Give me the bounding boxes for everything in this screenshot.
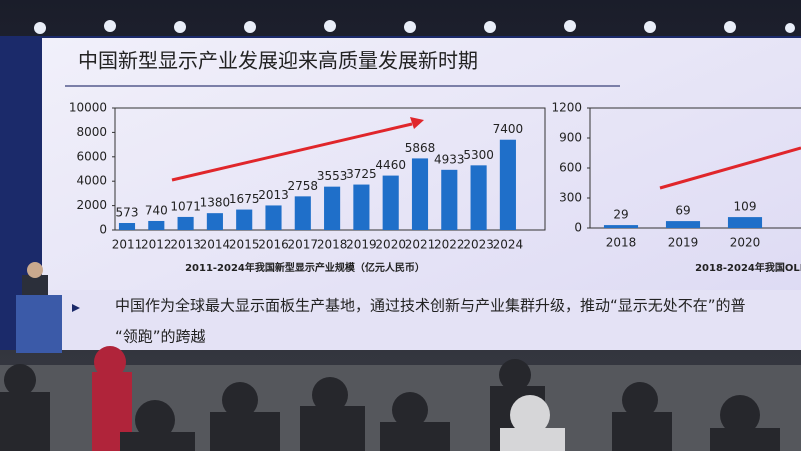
- x-tick-label: 2024: [493, 238, 524, 252]
- x-tick-label: 2017: [288, 238, 319, 252]
- value-label: 109: [734, 200, 757, 214]
- x-tick-label: 2020: [730, 236, 761, 250]
- x-tick-label: 2013: [170, 238, 201, 252]
- stage-lights: [34, 20, 795, 34]
- bar: [499, 139, 516, 230]
- trend-arrow: [171, 122, 413, 182]
- bar: [118, 223, 136, 230]
- x-tick-label: 2015: [229, 238, 260, 252]
- bar: [382, 175, 399, 230]
- bullet-text: “领跑”的跨越: [115, 328, 206, 346]
- value-label: 1380: [200, 196, 231, 210]
- value-label: 740: [145, 203, 168, 217]
- y-tick-label: 2000: [76, 198, 107, 212]
- bullet-text: 中国作为全球最大显示面板生产基地，通过技术创新与产业集群升级，推动“显示无处不在…: [115, 297, 746, 315]
- bar: [236, 209, 253, 230]
- bar: [148, 220, 165, 230]
- charts: 0200040006000800010000573201174020121071…: [69, 101, 801, 274]
- trend-arrow: [659, 146, 801, 190]
- y-tick-label: 600: [559, 161, 582, 175]
- value-label: 573: [116, 206, 139, 220]
- y-tick-label: 300: [559, 191, 582, 205]
- bar: [603, 225, 639, 228]
- bullet-icon: [72, 304, 80, 312]
- bullet-band: [42, 290, 801, 350]
- y-tick-label: 900: [559, 131, 582, 145]
- x-tick-label: 2014: [200, 238, 231, 252]
- value-label: 3553: [317, 169, 348, 183]
- y-tick-label: 1200: [551, 101, 582, 115]
- y-tick-label: 8000: [76, 125, 107, 139]
- value-label: 2013: [258, 188, 289, 202]
- speaker: [16, 262, 62, 353]
- value-label: 1675: [229, 192, 260, 206]
- x-tick-label: 2019: [346, 238, 377, 252]
- bar: [206, 213, 223, 230]
- x-tick-label: 2022: [434, 238, 465, 252]
- x-tick-label: 2021: [405, 238, 436, 252]
- bar: [265, 205, 282, 230]
- value-label: 3725: [346, 167, 377, 181]
- chart-caption: 2011-2024年我国新型显示产业规模（亿元人民币）: [185, 261, 425, 274]
- bar: [441, 169, 458, 230]
- bar: [353, 184, 370, 230]
- value-label: 4933: [434, 152, 465, 166]
- value-label: 7400: [493, 122, 524, 136]
- x-tick-label: 2018: [317, 238, 348, 252]
- value-label: 5300: [463, 148, 494, 162]
- bar: [665, 221, 701, 228]
- bar: [727, 217, 763, 228]
- x-tick-label: 2012: [141, 238, 172, 252]
- bar: [177, 216, 194, 230]
- x-tick-label: 2011: [112, 238, 143, 252]
- chart-caption: 2018-2024年我国OLED显: [695, 261, 801, 274]
- value-label: 1071: [170, 199, 201, 213]
- x-tick-label: 2018: [606, 236, 637, 250]
- y-tick-label: 4000: [76, 174, 107, 188]
- x-tick-label: 2016: [258, 238, 289, 252]
- audience: [0, 346, 801, 451]
- trend-arrow-head: [410, 117, 424, 129]
- x-tick-label: 2019: [668, 236, 699, 250]
- value-label: 4460: [375, 158, 406, 172]
- bar: [411, 158, 429, 230]
- value-label: 5868: [405, 141, 436, 155]
- y-tick-label: 0: [99, 223, 107, 237]
- y-tick-label: 6000: [76, 149, 107, 163]
- y-tick-label: 10000: [69, 101, 107, 115]
- value-label: 29: [613, 208, 628, 222]
- slide-title: 中国新型显示产业发展迎来高质量发展新时期: [78, 49, 478, 73]
- value-label: 69: [675, 204, 690, 218]
- bar: [470, 165, 487, 230]
- x-tick-label: 2020: [375, 238, 406, 252]
- value-label: 2758: [288, 179, 319, 193]
- y-tick-label: 0: [574, 221, 582, 235]
- bar: [324, 186, 341, 230]
- x-tick-label: 2023: [463, 238, 494, 252]
- bar: [294, 196, 311, 230]
